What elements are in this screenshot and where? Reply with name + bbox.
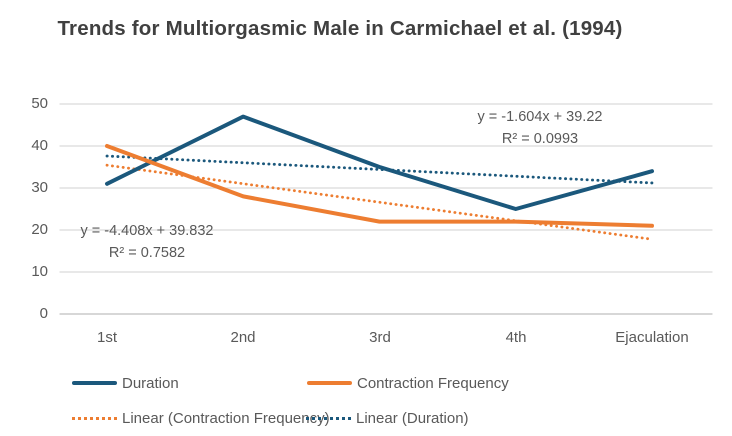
- y-axis-tick: 0: [39, 305, 48, 322]
- contraction-frequency-line-swatch: [307, 381, 352, 385]
- x-axis-category: 1st: [96, 329, 117, 346]
- legend-label: Duration: [122, 374, 179, 392]
- y-axis-tick: 20: [31, 221, 48, 238]
- linear-duration-swatch: [306, 416, 351, 420]
- chart-title: Trends for Multiorgasmic Male in Carmich…: [57, 17, 623, 40]
- y-axis-tick: 50: [31, 95, 48, 112]
- legend-item-duration: Duration: [72, 374, 179, 392]
- series-line-duration: [105, 114, 654, 211]
- duration-trend-equation: y = -1.604x + 39.22: [477, 109, 603, 125]
- x-axis-category: Ejaculation: [615, 329, 689, 346]
- legend-label: Contraction Frequency: [357, 374, 509, 392]
- legend-item-linear-contraction-frequency: Linear (Contraction Frequency): [72, 409, 330, 427]
- series-line-contraction-frequency: [105, 144, 654, 228]
- x-axis-category: 2nd: [230, 329, 256, 346]
- linear-contraction-frequency-swatch: [72, 416, 117, 420]
- y-axis-tick: 30: [31, 179, 48, 196]
- legend-item-linear-duration: Linear (Duration): [306, 409, 469, 427]
- y-axis-tick: 10: [31, 263, 48, 280]
- contraction-trend-r-squared: R² = 0.7582: [108, 245, 186, 261]
- legend-label: Linear (Duration): [356, 409, 469, 427]
- legend-item-contraction-frequency: Contraction Frequency: [307, 374, 509, 392]
- contraction-trendline-label: y = -4.408x + 39.832 R² = 0.7582: [38, 220, 256, 264]
- x-axis-category: 4th: [505, 329, 527, 346]
- y-axis-tick: 40: [31, 137, 48, 154]
- duration-trend-r-squared: R² = 0.0993: [501, 131, 579, 147]
- duration-trendline-label: y = -1.604x + 39.22 R² = 0.0993: [425, 106, 655, 150]
- contraction-trend-equation: y = -4.408x + 39.832: [80, 223, 214, 239]
- legend-label: Linear (Contraction Frequency): [122, 409, 330, 427]
- x-axis-category: 3rd: [369, 329, 391, 346]
- trendline-linear-duration-: [105, 154, 654, 185]
- duration-line-swatch: [72, 381, 117, 385]
